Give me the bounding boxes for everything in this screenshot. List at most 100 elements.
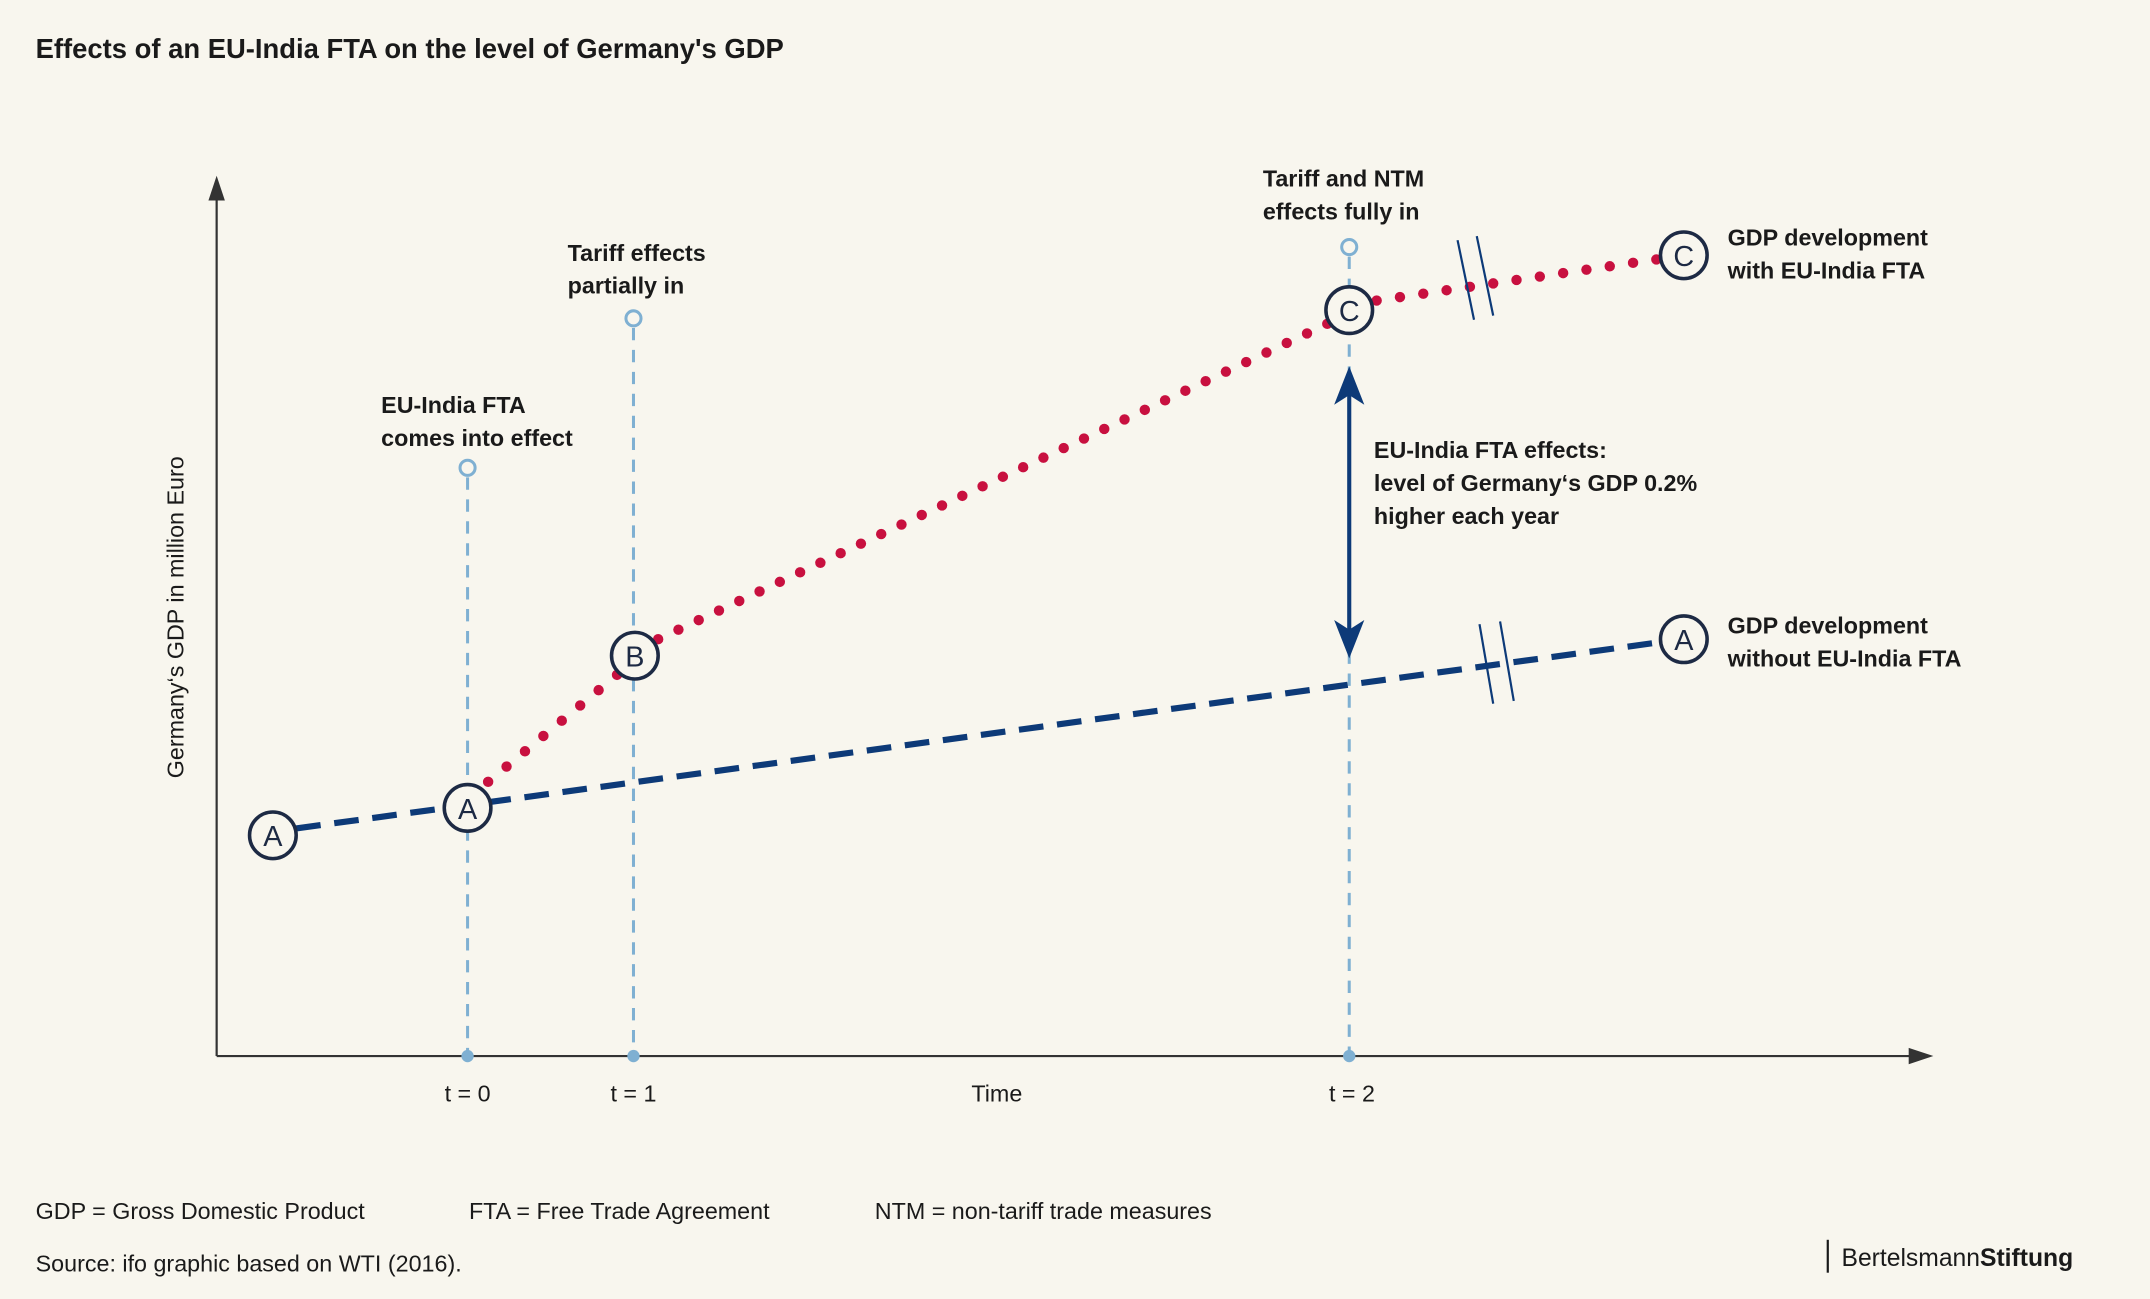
- break-mark: [1475, 235, 1495, 316]
- fta-dot: [1557, 267, 1569, 279]
- source-note: Source: ifo graphic based on WTI (2016).: [36, 1250, 462, 1276]
- fta-dot: [734, 595, 745, 607]
- fta-dot: [957, 490, 968, 502]
- fta-dot: [1301, 328, 1313, 339]
- svg-text:EU-India FTA: EU-India FTA: [381, 392, 526, 418]
- fta-dot: [1240, 356, 1252, 368]
- fta-dot: [1078, 433, 1090, 444]
- svg-text:Tariff and NTM: Tariff and NTM: [1263, 166, 1424, 192]
- svg-text:Tariff effects: Tariff effects: [568, 240, 706, 266]
- point-c-end: C: [1658, 230, 1709, 281]
- fta-dot: [855, 538, 867, 549]
- break-mark: [1498, 621, 1515, 702]
- annotation-t0: EU-India FTA comes into effect: [381, 392, 573, 451]
- arrow-up-icon: [1334, 366, 1365, 405]
- guide-marker-t0: [458, 458, 477, 477]
- svg-text:A: A: [263, 821, 283, 853]
- legend-with-fta: GDP development with EU-India FTA: [1727, 225, 1928, 284]
- annotation-effect: EU-India FTA effects: level of Germany‘s…: [1374, 437, 1698, 529]
- fta-dot: [1487, 278, 1499, 289]
- fta-dot: [835, 547, 846, 559]
- tick-dot-t0: [461, 1049, 474, 1063]
- svg-text:A: A: [1674, 625, 1694, 657]
- y-axis-arrow-icon: [208, 175, 225, 201]
- x-axis-label: Time: [971, 1080, 1022, 1106]
- fta-dot: [574, 700, 586, 711]
- svg-text:GDP development: GDP development: [1728, 613, 1928, 639]
- fta-dot: [1159, 395, 1171, 406]
- legend-without-fta: GDP development without EU-India FTA: [1727, 613, 1962, 672]
- fta-dot: [482, 776, 494, 788]
- point-a-end: A: [1658, 614, 1709, 665]
- fta-dot: [1281, 337, 1292, 349]
- svg-text:C: C: [1339, 296, 1360, 328]
- fta-dot: [1604, 261, 1615, 272]
- svg-text:A: A: [458, 794, 478, 826]
- fta-dot: [815, 557, 826, 568]
- fta-dot: [754, 586, 765, 597]
- point-a-start: A: [247, 810, 298, 861]
- annotation-t2: Tariff and NTM effects fully in: [1263, 166, 1424, 225]
- fta-dot: [997, 471, 1009, 482]
- fta-dot: [1038, 452, 1049, 463]
- series-without-fta-line: [295, 638, 1663, 832]
- x-axis-arrow-icon: [1908, 1047, 1934, 1065]
- fta-dot: [1017, 461, 1029, 473]
- guide-marker-t2: [1340, 238, 1359, 257]
- fta-dot: [519, 746, 531, 757]
- fta-dot: [556, 715, 567, 726]
- tick-dot-t2: [1343, 1049, 1356, 1063]
- arrow-down-icon: [1334, 620, 1365, 659]
- fta-dot: [1220, 366, 1232, 377]
- fta-dot: [1139, 404, 1151, 416]
- fta-dot: [673, 624, 684, 635]
- point-a-t0: A: [442, 782, 493, 833]
- fta-dot: [1200, 375, 1211, 387]
- fta-dot: [936, 500, 948, 511]
- fta-dot: [501, 761, 512, 772]
- fta-dot: [1534, 271, 1546, 282]
- fta-dot: [693, 614, 704, 626]
- fta-dot: [1581, 264, 1592, 275]
- fta-dot: [1119, 414, 1130, 425]
- x-tick-t1: t = 1: [610, 1080, 656, 1106]
- svg-text:level of Germany‘s GDP 0.2%: level of Germany‘s GDP 0.2%: [1374, 470, 1698, 496]
- series-with-fta-dots: [482, 254, 1662, 788]
- fta-dot: [1058, 442, 1069, 454]
- fta-dot: [1511, 274, 1522, 286]
- fta-dot: [875, 528, 887, 540]
- svg-text:EU-India FTA effects:: EU-India FTA effects:: [1374, 437, 1607, 463]
- fta-dot: [713, 605, 725, 616]
- point-b: B: [609, 630, 660, 681]
- footnote-gdp: GDP = Gross Domestic Product: [36, 1198, 366, 1224]
- fta-dot: [774, 576, 786, 588]
- fta-dot: [538, 730, 549, 742]
- fta-dot: [1261, 347, 1272, 358]
- svg-text:GDP development: GDP development: [1728, 225, 1928, 251]
- svg-text:effects fully in: effects fully in: [1263, 199, 1420, 225]
- fta-dot: [1099, 423, 1110, 435]
- fta-dot: [1627, 257, 1639, 269]
- break-mark: [1456, 239, 1476, 320]
- svg-text:C: C: [1673, 241, 1694, 273]
- bertelsmann-logo: BertelsmannStiftung: [1826, 1239, 2073, 1273]
- tick-dot-t1: [627, 1049, 640, 1063]
- guide-marker-t1: [624, 309, 643, 328]
- fta-dot: [896, 519, 907, 530]
- break-mark: [1478, 623, 1495, 704]
- fta-dot: [1371, 295, 1382, 306]
- svg-text:higher each year: higher each year: [1374, 503, 1559, 529]
- y-axis-label: Germany‘s GDP in million Euro: [163, 456, 189, 778]
- footnote-ntm: NTM = non-tariff trade measures: [875, 1198, 1212, 1224]
- fta-dot: [977, 481, 988, 492]
- fta-dot: [916, 509, 927, 521]
- svg-text:without EU-India FTA: without EU-India FTA: [1727, 646, 1962, 672]
- footnote-fta: FTA = Free Trade Agreement: [469, 1198, 770, 1224]
- fta-dot: [794, 567, 806, 578]
- svg-text:B: B: [625, 642, 644, 674]
- effect-double-arrow: [1334, 366, 1365, 659]
- fta-dot: [1441, 285, 1452, 296]
- fta-dot: [593, 684, 604, 696]
- svg-text:partially in: partially in: [568, 273, 685, 299]
